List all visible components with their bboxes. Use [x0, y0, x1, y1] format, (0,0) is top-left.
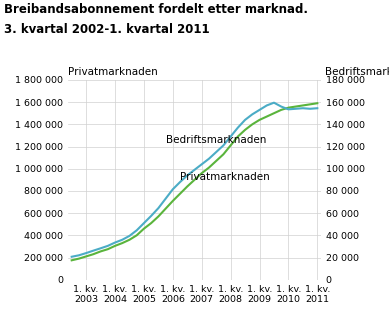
Text: 3. kvartal 2002-1. kvartal 2011: 3. kvartal 2002-1. kvartal 2011 [4, 23, 210, 36]
Text: Bedriftsmarknaden: Bedriftsmarknaden [325, 67, 389, 77]
Text: Privatmarknaden: Privatmarknaden [68, 67, 158, 77]
Text: Privatmarknaden: Privatmarknaden [180, 172, 270, 182]
Text: Bedriftsmarknaden: Bedriftsmarknaden [166, 135, 266, 145]
Text: Breibandsabonnement fordelt etter marknad.: Breibandsabonnement fordelt etter markna… [4, 3, 308, 16]
